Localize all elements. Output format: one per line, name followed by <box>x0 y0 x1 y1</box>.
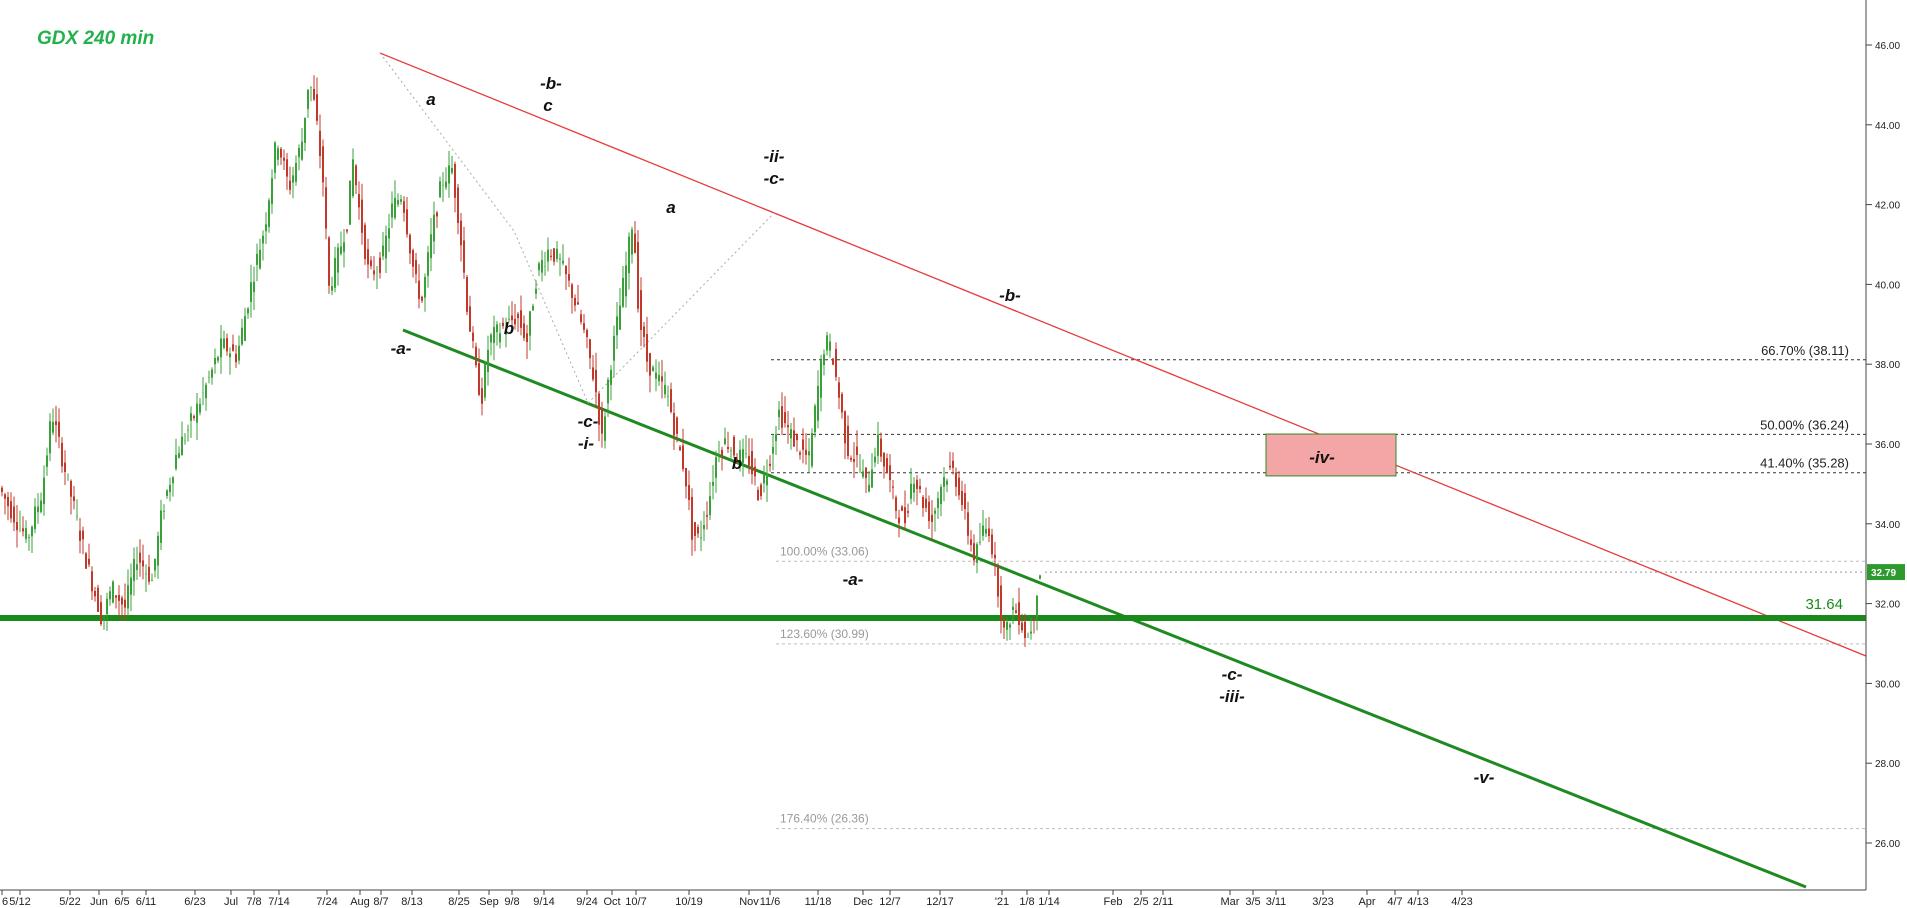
wave-label-13: -c- <box>1222 665 1243 684</box>
x-tick-label: 3/11 <box>1266 896 1287 908</box>
x-tick-label: 10/7 <box>625 896 646 908</box>
x-tick-label: 2/5 <box>1133 896 1148 908</box>
wave-label-6: -i- <box>578 434 594 453</box>
x-tick-label: 9/24 <box>576 896 597 908</box>
x-tick-label: Dec <box>853 896 873 908</box>
x-tick-label: Jun <box>90 896 108 908</box>
x-tick-label: 6/11 <box>136 896 157 908</box>
y-tick-label: 32.00 <box>1875 600 1900 611</box>
x-tick-label: 6/5 <box>114 896 129 908</box>
x-tick-label: 1/8 <box>1019 896 1034 908</box>
x-tick-label: 3/5 <box>1245 896 1260 908</box>
wave-label-7: a <box>666 198 675 217</box>
red-channel-line <box>379 52 1867 657</box>
chart-title: GDX 240 min <box>37 28 154 49</box>
fibonacci-levels: 66.70% (38.11) 50.00% (36.24) 41.40% (35.2… <box>771 343 1866 830</box>
y-tick-label: 42.00 <box>1875 201 1900 212</box>
x-tick-label: 7/14 <box>268 896 289 908</box>
wave-label-15: -iv- <box>1309 448 1335 467</box>
x-tick-label: 11/6 <box>760 896 781 908</box>
x-tick-label: 9/14 <box>533 896 554 908</box>
wave-label-5: -c- <box>578 412 599 431</box>
last-price-label: 32.79 <box>1871 568 1896 579</box>
y-tick-label: 46.00 <box>1875 41 1900 52</box>
fib-label-1: 50.00% (36.24) <box>1760 417 1849 432</box>
x-tick-label: Nov <box>739 896 759 908</box>
price-bars <box>1 75 1041 648</box>
x-tick-label: 5/12 <box>9 896 30 908</box>
fib-label-5: 176.40% (26.36) <box>780 812 869 826</box>
x-tick-label: 8/13 <box>401 896 422 908</box>
fib-label-3: 100.00% (33.06) <box>780 544 869 558</box>
x-tick-label: Mar <box>1221 896 1240 908</box>
x-tick-label: Oct <box>603 896 620 908</box>
x-tick-label: 6/23 <box>184 896 205 908</box>
x-tick-label: 4/23 <box>1451 896 1472 908</box>
fib-label-0: 66.70% (38.11) <box>1761 343 1849 358</box>
x-tick-label: 8/25 <box>448 896 469 908</box>
x-tick-label: Sep <box>479 896 499 908</box>
x-tick-label: Jul <box>224 896 238 908</box>
x-tick-label: Aug <box>350 896 370 908</box>
y-tick-label: 26.00 <box>1875 839 1900 850</box>
x-tick-label: 8/7 <box>373 896 388 908</box>
y-tick-label: 36.00 <box>1875 440 1900 451</box>
trend-lines: 31.64 <box>0 52 1867 889</box>
wave-label-10: -c- <box>764 169 785 188</box>
y-tick-label: 34.00 <box>1875 520 1900 531</box>
x-tick-label: 7/24 <box>316 896 337 908</box>
wave-label-14: -iii- <box>1219 687 1245 706</box>
x-tick-label: 4/7 <box>1387 896 1402 908</box>
x-tick-label: 12/7 <box>879 896 900 908</box>
target-zone <box>1265 433 1397 477</box>
wave-label-9: -ii- <box>764 147 785 166</box>
wave-label-16: -v- <box>1474 768 1495 787</box>
y-tick-label: 44.00 <box>1875 121 1900 132</box>
x-tick-label: 4/13 <box>1407 896 1428 908</box>
wave-label-12: -b- <box>999 286 1021 305</box>
x-tick-label: 1/14 <box>1038 896 1059 908</box>
x-tick-label: 7/8 <box>246 896 261 908</box>
x-tick-label: 11/18 <box>805 896 832 908</box>
y-tick-label: 30.00 <box>1875 679 1900 690</box>
fib-label-2: 41.40% (35.28) <box>1760 456 1849 471</box>
x-tick-label: 3/23 <box>1312 896 1333 908</box>
x-tick-label: 12/17 <box>926 896 954 908</box>
x-tick-label: Feb <box>1104 896 1123 908</box>
wave-label-3: -a- <box>391 339 412 358</box>
wave-label-8: b <box>732 454 742 473</box>
x-tick-label: '21 <box>995 896 1009 908</box>
x-tick-label: 6 <box>2 896 8 908</box>
x-tick-label: 2/11 <box>1153 896 1174 908</box>
wave-label-2: c <box>543 96 553 115</box>
x-tick-label: Apr <box>1358 896 1375 908</box>
wave-label-0: a <box>426 90 435 109</box>
wave-connector-line <box>379 52 776 404</box>
wave-label-4: b <box>504 319 514 338</box>
wave-label-1: -b- <box>540 74 562 93</box>
y-tick-label: 38.00 <box>1875 360 1900 371</box>
x-tick-label: 5/22 <box>59 896 80 908</box>
x-tick-label: 10/19 <box>675 896 703 908</box>
fib-label-4: 123.60% (30.99) <box>780 627 869 641</box>
target-box <box>1265 433 1397 477</box>
y-tick-label: 40.00 <box>1875 280 1900 291</box>
last-price-badge <box>1867 564 1905 581</box>
wave-label-11: -a- <box>843 570 864 589</box>
support-label: 31.64 <box>1805 596 1843 613</box>
green-channel-line <box>402 328 1807 889</box>
y-tick-label: 28.00 <box>1875 759 1900 770</box>
x-tick-label: 9/8 <box>504 896 519 908</box>
wave-labels: a -b-c -a-b -c- -i-a b -ii- -c- -a- -b- -c- -iii- -i… <box>391 74 1495 787</box>
